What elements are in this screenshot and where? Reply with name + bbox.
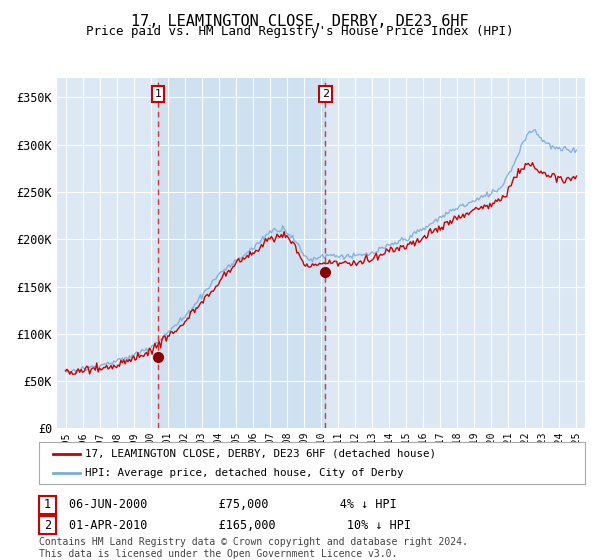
Text: 1: 1 [155,89,161,99]
Text: 17, LEAMINGTON CLOSE, DERBY, DE23 6HF (detached house): 17, LEAMINGTON CLOSE, DERBY, DE23 6HF (d… [85,449,436,459]
Text: HPI: Average price, detached house, City of Derby: HPI: Average price, detached house, City… [85,468,404,478]
Text: 17, LEAMINGTON CLOSE, DERBY, DE23 6HF: 17, LEAMINGTON CLOSE, DERBY, DE23 6HF [131,14,469,29]
Text: Contains HM Land Registry data © Crown copyright and database right 2024.
This d: Contains HM Land Registry data © Crown c… [39,537,468,559]
Text: Price paid vs. HM Land Registry's House Price Index (HPI): Price paid vs. HM Land Registry's House … [86,25,514,38]
Text: 01-APR-2010          £165,000          10% ↓ HPI: 01-APR-2010 £165,000 10% ↓ HPI [69,519,411,532]
Text: 1: 1 [44,498,51,511]
Text: 06-JUN-2000          £75,000          4% ↓ HPI: 06-JUN-2000 £75,000 4% ↓ HPI [69,498,397,511]
Bar [158,78,325,428]
Text: 2: 2 [322,89,329,99]
Text: 2: 2 [44,519,51,532]
